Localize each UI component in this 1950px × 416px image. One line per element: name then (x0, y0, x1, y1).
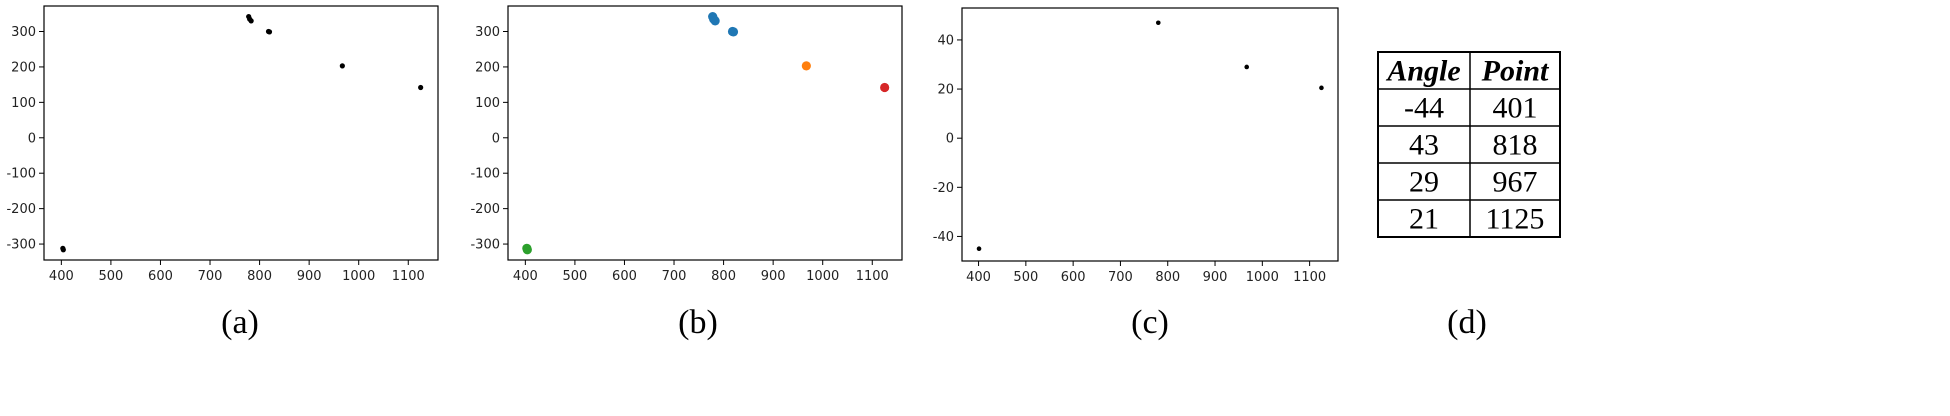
x-tick-label: 700 (1108, 270, 1133, 285)
y-tick-label: 300 (11, 25, 36, 40)
y-tick-label: 200 (11, 60, 36, 75)
x-tick-label: 800 (247, 269, 272, 284)
data-point (728, 27, 739, 37)
table-header-cell: Angle (1385, 55, 1460, 88)
y-tick-label: -200 (6, 202, 36, 217)
x-tick-label: 600 (148, 269, 173, 284)
data-point (1155, 20, 1161, 26)
table-d: Angle Point -44 401 43 818 29 967 21 1125 (d) (1377, 51, 1561, 341)
x-tick-label: 600 (612, 269, 637, 284)
x-tick-label: 800 (711, 269, 736, 284)
y-tick-label: -300 (6, 238, 36, 253)
table-cell: 1125 (1486, 203, 1545, 236)
table-cell: 818 (1493, 129, 1538, 162)
x-tick-label: 400 (513, 269, 538, 284)
y-tick-label: -100 (470, 167, 500, 182)
x-tick-label: 800 (1155, 270, 1180, 285)
plot-frame-a (43, 5, 439, 261)
x-tick-label: 700 (662, 269, 687, 284)
y-tick-label: 200 (475, 60, 500, 75)
x-tick-label: 1100 (1293, 270, 1326, 285)
chart-b: 400 500 600 700 800 900 1000 11003002001000-100… (470, 5, 903, 341)
x-tick-label: 1000 (806, 269, 839, 284)
x-tick-label: 700 (198, 269, 223, 284)
y-tick-label: 40 (937, 33, 954, 48)
caption-b: (b) (678, 304, 718, 341)
data-point (522, 245, 532, 255)
x-tick-label: 400 (49, 269, 74, 284)
x-tick-label: 1100 (392, 269, 425, 284)
table-header-cell: Point (1481, 55, 1550, 88)
y-tick-label: -300 (470, 238, 500, 253)
x-tick-label: 500 (98, 269, 123, 284)
y-tick-label: 300 (475, 25, 500, 40)
data-point (710, 16, 720, 26)
table-cell: 43 (1409, 129, 1439, 162)
table-cell: 21 (1409, 203, 1439, 236)
data-point (976, 246, 982, 252)
data-point (1319, 85, 1324, 91)
caption-a: (a) (221, 304, 259, 341)
y-tick-label: 100 (11, 96, 36, 111)
y-tick-label: 20 (937, 83, 954, 98)
chart-a: 400 500 600 700 800 900 1000 11003002001000-100… (6, 5, 439, 341)
data-point (266, 29, 273, 35)
data-point (1244, 64, 1250, 70)
table-cell: -44 (1404, 92, 1444, 125)
table-cell: 29 (1409, 166, 1439, 199)
plot-frame-b (507, 5, 903, 261)
x-tick-label: 500 (1013, 270, 1038, 285)
table-cell: 967 (1493, 166, 1538, 199)
y-tick-label: 0 (28, 131, 36, 146)
y-tick-label: -40 (933, 230, 954, 245)
x-tick-label: 1000 (1246, 270, 1279, 285)
x-tick-label: 900 (1203, 270, 1228, 285)
table-border (1377, 51, 1561, 238)
plot-frame-c (961, 7, 1339, 262)
data-point (880, 82, 890, 93)
x-tick-label: 500 (562, 269, 587, 284)
data-point (60, 247, 66, 253)
chart-c: 400 500 600 700 800 900 1000 1100 40 20 0 -20 -40 (c) (933, 7, 1339, 341)
x-tick-label: 600 (1061, 270, 1086, 285)
y-tick-label: 0 (492, 131, 500, 146)
data-point (418, 84, 424, 91)
y-tick-label: -200 (470, 202, 500, 217)
x-tick-label: 900 (297, 269, 322, 284)
caption-c: (c) (1131, 304, 1169, 341)
data-point (339, 63, 345, 69)
x-tick-label: 400 (966, 270, 991, 285)
caption-d: (d) (1447, 304, 1487, 341)
x-tick-label: 900 (761, 269, 786, 284)
table-cell: 401 (1493, 92, 1538, 125)
x-tick-label: 1100 (856, 269, 889, 284)
data-point (248, 18, 254, 24)
data-point (801, 61, 811, 71)
y-tick-label: -20 (933, 181, 954, 196)
x-tick-label: 1000 (342, 269, 375, 284)
y-tick-label: 0 (946, 132, 954, 147)
y-tick-label: 100 (475, 96, 500, 111)
y-tick-label: -100 (6, 167, 36, 182)
